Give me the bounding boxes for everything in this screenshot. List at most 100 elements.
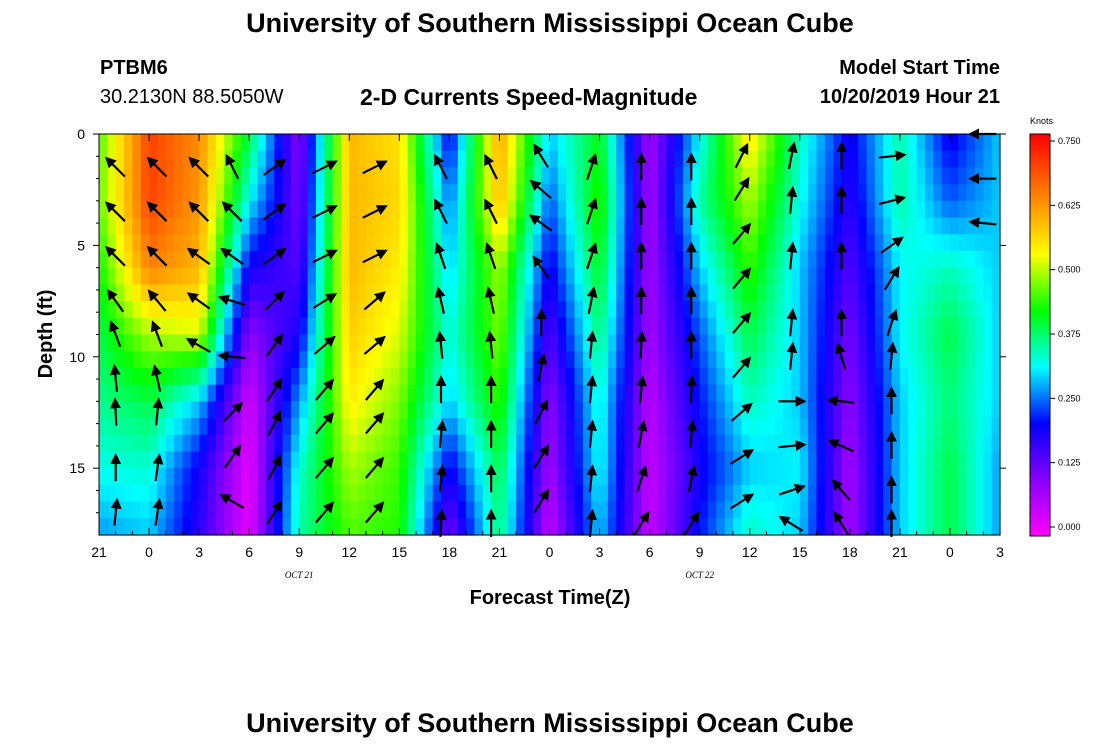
heatmap-cell	[924, 217, 934, 235]
heatmap-cell	[841, 184, 851, 202]
heatmap-cell	[99, 301, 108, 319]
current-vector-arrow	[222, 401, 244, 423]
heatmap-cell	[632, 384, 642, 402]
heatmap-cell	[115, 284, 125, 302]
heatmap-cell	[808, 184, 818, 202]
heatmap-cell	[724, 250, 734, 269]
heatmap-cell	[124, 167, 133, 185]
heatmap-cell	[616, 468, 626, 486]
heatmap-cell	[616, 434, 626, 453]
heatmap-cell	[808, 167, 818, 185]
heatmap-cell	[407, 501, 417, 519]
heatmap-cell	[174, 418, 184, 436]
current-vector-arrow	[225, 153, 240, 180]
heatmap-cell	[232, 301, 242, 319]
heatmap-cell	[382, 217, 392, 235]
heatmap-cell	[657, 501, 667, 519]
heatmap-cell	[808, 401, 818, 419]
heatmap-cell	[524, 484, 534, 503]
heatmap-cell	[107, 518, 117, 536]
heatmap-cell	[199, 434, 209, 453]
heatmap-cell	[124, 451, 133, 469]
heatmap-cell	[299, 134, 309, 152]
heatmap-cell	[299, 234, 309, 252]
heatmap-cell	[390, 301, 400, 319]
x-tick-label: 3	[195, 544, 203, 560]
heatmap-cell	[708, 468, 717, 486]
heatmap-cell	[699, 451, 709, 469]
heatmap-cell	[524, 267, 534, 285]
heatmap-cell	[657, 401, 667, 419]
heatmap-cell	[649, 351, 659, 369]
heatmap-cell	[491, 217, 501, 235]
heatmap-cell	[290, 301, 300, 319]
heatmap-cell	[849, 317, 859, 336]
heatmap-cell	[941, 234, 951, 252]
heatmap-cell	[557, 167, 567, 185]
heatmap-cell	[441, 301, 450, 319]
heatmap-cell	[566, 384, 576, 402]
heatmap-cell	[224, 267, 234, 285]
heatmap-cell	[824, 284, 834, 302]
heatmap-cell	[149, 234, 158, 252]
y-tick-label: 0	[77, 126, 85, 142]
heatmap-cell	[758, 184, 767, 202]
heatmap-cell	[215, 250, 225, 269]
heatmap-cell	[374, 167, 384, 185]
heatmap-cell	[365, 134, 375, 152]
heatmap-cell	[207, 200, 217, 219]
heatmap-cell	[824, 301, 834, 319]
heatmap-cell	[899, 367, 909, 386]
heatmap-cell	[524, 501, 534, 519]
heatmap-cell	[532, 200, 542, 219]
heatmap-cell	[758, 384, 767, 402]
heatmap-cell	[449, 267, 459, 285]
heatmap-cell	[382, 250, 392, 269]
heatmap-cell	[199, 200, 209, 219]
heatmap-cell	[199, 150, 209, 169]
heatmap-cell	[340, 150, 350, 169]
heatmap-cell	[908, 200, 918, 219]
heatmap-cell	[991, 501, 1001, 519]
heatmap-cell	[199, 234, 209, 252]
heatmap-cell	[883, 518, 893, 536]
heatmap-cell	[491, 267, 501, 285]
heatmap-cell	[916, 484, 926, 503]
heatmap-cell	[157, 167, 167, 185]
heatmap-cell	[466, 418, 476, 436]
heatmap-cell	[324, 234, 334, 252]
heatmap-cell	[240, 468, 250, 486]
heatmap-cell	[924, 301, 934, 319]
heatmap-cell	[182, 468, 192, 486]
heatmap-cell	[641, 484, 651, 503]
heatmap-cell	[816, 267, 826, 285]
heatmap-cell	[549, 284, 559, 302]
heatmap-cell	[749, 234, 759, 252]
heatmap-cell	[140, 451, 150, 469]
heatmap-cell	[966, 134, 976, 152]
heatmap-cell	[599, 334, 609, 352]
heatmap-cell	[607, 267, 617, 285]
heatmap-cell	[783, 234, 793, 252]
heatmap-cell	[349, 351, 359, 369]
heatmap-cell	[457, 451, 467, 469]
heatmap-cell	[708, 150, 717, 169]
heatmap-cell	[265, 217, 275, 235]
heatmap-cell	[224, 167, 234, 185]
heatmap-cell	[407, 284, 417, 302]
heatmap-cell	[199, 501, 209, 519]
heatmap-cell	[107, 301, 117, 319]
heatmap-cell	[240, 217, 250, 235]
heatmap-cell	[466, 200, 476, 219]
heatmap-cell	[574, 317, 584, 336]
heatmap-cell	[474, 367, 484, 386]
heatmap-cell	[733, 234, 742, 252]
current-vector-arrow	[109, 320, 122, 348]
heatmap-cell	[758, 401, 767, 419]
heatmap-cell	[282, 134, 292, 152]
heatmap-cell	[674, 468, 684, 486]
heatmap-cell	[382, 418, 392, 436]
heatmap-cell	[249, 284, 259, 302]
heatmap-cell	[941, 518, 951, 536]
heatmap-cell	[541, 134, 551, 152]
